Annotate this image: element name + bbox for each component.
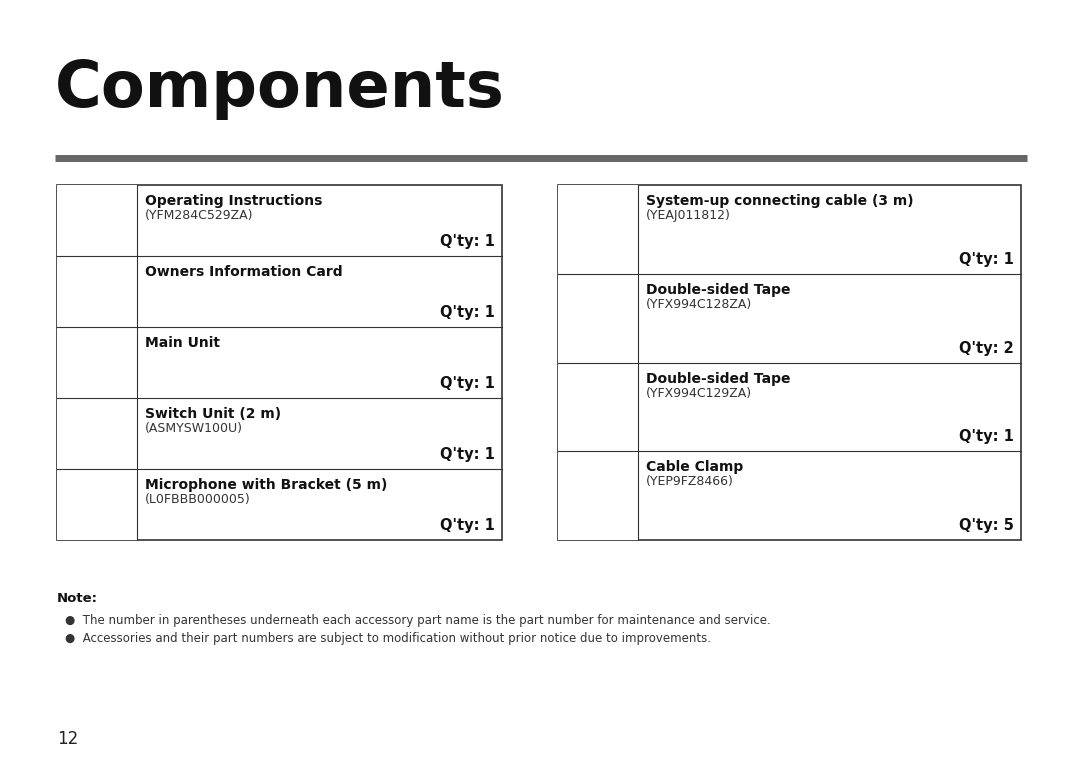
Text: Q'ty: 1: Q'ty: 1 xyxy=(959,252,1014,267)
Text: Q'ty: 5: Q'ty: 5 xyxy=(959,518,1014,533)
Bar xyxy=(558,274,638,362)
Text: (L0FBBB000005): (L0FBBB000005) xyxy=(145,493,251,506)
Text: (YEP9FZ8466): (YEP9FZ8466) xyxy=(646,475,734,488)
Text: Double-sided Tape: Double-sided Tape xyxy=(646,283,791,296)
Text: Switch Unit (2 m): Switch Unit (2 m) xyxy=(145,407,281,421)
Text: (YEAJ011812): (YEAJ011812) xyxy=(646,209,731,222)
Text: Operating Instructions: Operating Instructions xyxy=(145,194,322,208)
Text: (YFM284C529ZA): (YFM284C529ZA) xyxy=(145,209,254,222)
Text: Main Unit: Main Unit xyxy=(145,336,220,350)
Bar xyxy=(558,185,1021,540)
Bar xyxy=(558,185,638,274)
Text: Q'ty: 1: Q'ty: 1 xyxy=(441,376,495,391)
Text: Q'ty: 1: Q'ty: 1 xyxy=(441,234,495,249)
Text: (ASMYSW100U): (ASMYSW100U) xyxy=(145,422,243,435)
Bar xyxy=(57,327,137,398)
Text: Microphone with Bracket (5 m): Microphone with Bracket (5 m) xyxy=(145,478,388,492)
Text: Q'ty: 1: Q'ty: 1 xyxy=(959,429,1014,444)
Text: ●  Accessories and their part numbers are subject to modification without prior : ● Accessories and their part numbers are… xyxy=(65,632,711,645)
Text: System-up connecting cable (3 m): System-up connecting cable (3 m) xyxy=(646,194,914,208)
Text: (YFX994C128ZA): (YFX994C128ZA) xyxy=(646,298,753,311)
Text: 12: 12 xyxy=(57,730,78,748)
Text: Q'ty: 1: Q'ty: 1 xyxy=(441,518,495,533)
Text: Owners Information Card: Owners Information Card xyxy=(145,265,342,279)
Text: Cable Clamp: Cable Clamp xyxy=(646,460,743,475)
Bar xyxy=(57,398,137,469)
Text: Q'ty: 1: Q'ty: 1 xyxy=(441,447,495,462)
Bar xyxy=(57,469,137,540)
Text: Components: Components xyxy=(55,58,504,120)
Bar xyxy=(57,256,137,327)
Text: Note:: Note: xyxy=(57,592,98,605)
Text: Double-sided Tape: Double-sided Tape xyxy=(646,371,791,386)
Text: ●  The number in parentheses underneath each accessory part name is the part num: ● The number in parentheses underneath e… xyxy=(65,614,771,627)
Text: (YFX994C129ZA): (YFX994C129ZA) xyxy=(646,387,752,399)
Bar xyxy=(57,185,137,256)
Text: Q'ty: 2: Q'ty: 2 xyxy=(959,340,1014,356)
Text: Q'ty: 1: Q'ty: 1 xyxy=(441,305,495,320)
Bar xyxy=(558,362,638,451)
Bar xyxy=(57,185,502,540)
Bar xyxy=(558,451,638,540)
